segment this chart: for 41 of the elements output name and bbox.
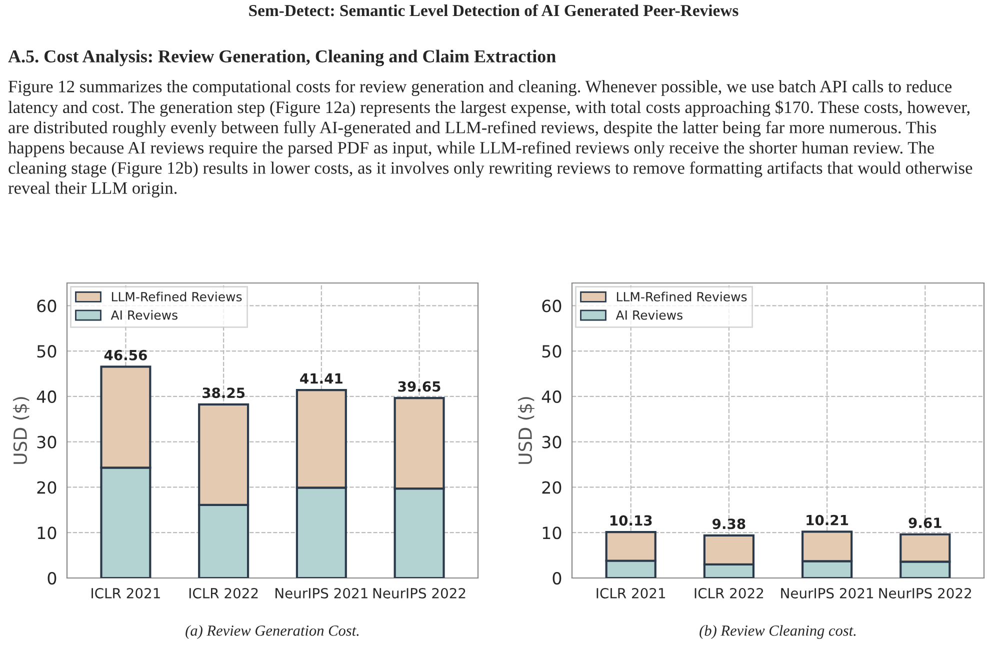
text: A.5. Cost Analysis: Review Generation, Cleaning and Claim Extraction: [8, 50, 556, 66]
legend-label: LLM-Refined Reviews: [616, 292, 747, 302]
total-label: 41.41: [300, 373, 342, 384]
total-label: 10.13: [610, 515, 652, 526]
y-tick-label: 10: [542, 526, 562, 540]
x-tick-label: NeurIPS 2021: [276, 588, 368, 598]
total-label: 9.61: [908, 518, 942, 528]
caption: Figure 12 summarizes the computational costs for review generation and cleaning. Whenever possible, we use batch API calls to reduce latency and cost. The generation step (Figure 12a) represents the largest expense, with total costs approaching $170. These costs, however, are distributed roughly evenly between fully AI-generated and LLM-refined reviews, despite the latter being far more numerous. This happens because AI reviews require the parsed PDF as input, while LLM-refined reviews only receive the shorter human review. The cleaning stage (Figure 12b) results in lower costs, as it involves only rewriting reviews to remove formatting artifacts that would otherwise reveal their LLM origin.: [8, 80, 972, 198]
y-tick-label: 20: [37, 481, 56, 494]
x-tick-label: ICLR 2022: [189, 588, 258, 598]
legend-label: AI Reviews: [110, 310, 178, 320]
total-label: 46.56: [104, 350, 147, 360]
y-tick-label: 0: [48, 572, 56, 585]
y-axis-title: USD ($): [13, 397, 30, 464]
y-tick-label: 30: [542, 436, 562, 448]
y-tick-label: 60: [542, 300, 562, 312]
y-tick-label: 50: [542, 345, 562, 358]
x-tick-label: ICLR 2022: [694, 588, 764, 598]
y-tick-label: 20: [542, 481, 562, 494]
x-tick-label: ICLR 2021: [596, 588, 666, 598]
total-label: 38.25: [202, 388, 245, 398]
x-tick-label: ICLR 2021: [92, 588, 160, 598]
x-tick-label: NeurIPS 2022: [879, 588, 971, 598]
text: Sem-Detect: Semantic Level Detection of AI Generated Peer-Reviews: [249, 4, 738, 16]
total-label: 39.65: [398, 381, 440, 392]
y-tick-label: 40: [36, 390, 56, 404]
y-tick-label: 40: [542, 390, 562, 404]
y-axis-title: USD ($): [518, 397, 534, 464]
legend-label: LLM-Refined Reviews: [112, 292, 242, 302]
x-tick-label: NeurIPS 2022: [373, 588, 466, 598]
y-tick-label: 0: [552, 572, 562, 585]
total-label: 9.38: [712, 518, 746, 530]
total-label: 10.21: [806, 514, 848, 526]
y-tick-label: 60: [37, 300, 56, 312]
legend-label: AI Reviews: [616, 310, 682, 320]
text: (b) Review Cleaning cost.: [700, 625, 856, 639]
text: (a) Review Generation Cost.: [186, 625, 359, 639]
y-tick-label: 10: [38, 526, 56, 540]
y-tick-label: 50: [37, 345, 56, 358]
y-tick-label: 30: [37, 436, 56, 448]
x-tick-label: NeurIPS 2021: [781, 588, 874, 598]
